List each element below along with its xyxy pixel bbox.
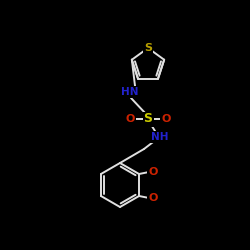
Text: S: S	[144, 43, 152, 53]
Text: O: O	[148, 167, 158, 177]
Text: S: S	[144, 112, 152, 126]
Text: O: O	[161, 114, 171, 124]
Text: O: O	[125, 114, 135, 124]
Text: HN: HN	[121, 87, 139, 97]
Text: NH: NH	[151, 132, 169, 142]
Text: O: O	[148, 193, 158, 203]
